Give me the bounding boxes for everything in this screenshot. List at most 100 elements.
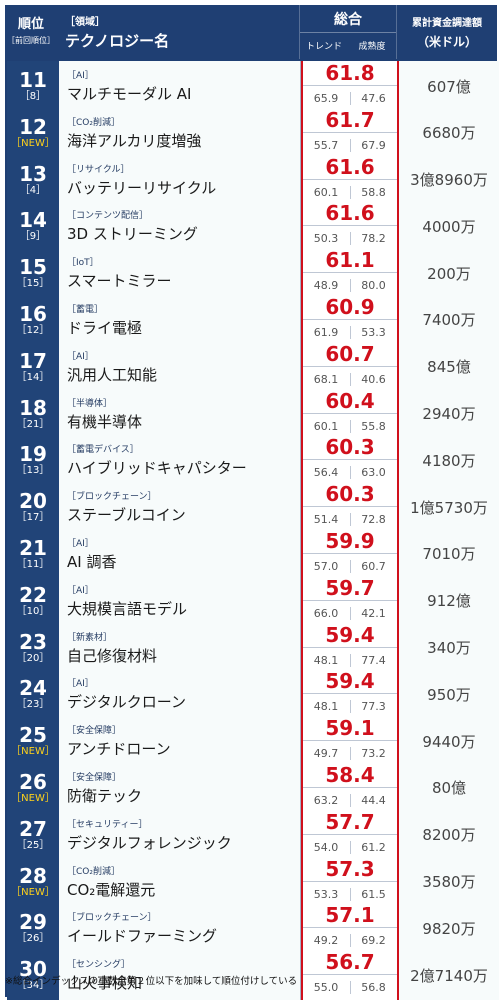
rank-cell: 18 ［21］: [7, 388, 59, 439]
rank-number: 17: [19, 348, 47, 373]
score-cell: 58.4 63.2 44.4: [301, 762, 399, 813]
funding-cell: 4180万: [399, 435, 499, 486]
domain-label: ［AI］: [67, 71, 94, 81]
score-cell: 61.6 60.1 58.8: [301, 154, 399, 205]
sub-scores: 57.0 60.7: [303, 554, 397, 579]
technology-name: 自己修復材料: [67, 646, 158, 665]
sub-scores: 55.0 56.8: [303, 975, 397, 1000]
previous-rank: ［23］: [16, 699, 50, 711]
total-score: 59.4: [303, 669, 397, 695]
technology-name: 海洋アルカリ度増強: [67, 131, 202, 150]
maturity-score: 78.2: [361, 232, 386, 246]
rank-cell: 23 ［20］: [7, 622, 59, 673]
table-row: 24 ［23］ ［AI］ デジタルクローン 59.4 48.1 77.3 950…: [7, 669, 499, 720]
previous-rank: ［34］: [16, 980, 50, 992]
total-score: 59.1: [303, 716, 397, 742]
score-cell: 59.7 66.0 42.1: [301, 575, 399, 626]
trend-score: 68.1: [303, 372, 351, 386]
maturity-score: 80.0: [361, 279, 386, 293]
table-row: 30 ［34］ ［センシング］ 山火事検知 56.7 55.0 56.8 2億7…: [7, 950, 499, 1000]
technology-cell: ［AI］ 汎用人工知能: [59, 341, 301, 392]
funding-cell: 7400万: [399, 294, 499, 345]
rank-cell: 17 ［14］: [7, 341, 59, 392]
funding-cell: 3580万: [399, 856, 499, 907]
score-cell: 60.9 61.9 53.3: [301, 294, 399, 345]
rank-number: 20: [19, 489, 47, 514]
table-row: 22 ［10］ ［AI］ 大規模言語モデル 59.7 66.0 42.1 912…: [7, 575, 499, 626]
rank-number: 27: [19, 816, 47, 841]
technology-name: 有機半導体: [67, 412, 143, 431]
technology-header: ［領域］ テクノロジー名: [57, 5, 299, 59]
trend-score: 55.0: [303, 981, 351, 995]
previous-rank: ［17］: [16, 512, 50, 524]
sub-scores: 61.9 53.3: [303, 320, 397, 345]
total-score: 60.9: [303, 295, 397, 320]
funding-cell: 8200万: [399, 809, 499, 860]
total-score: 60.7: [303, 342, 397, 367]
domain-label: ［安全保障］: [67, 726, 122, 737]
trend-score: 55.7: [303, 138, 351, 152]
score-cell: 57.1 49.2 69.2: [301, 903, 399, 954]
sub-scores: 49.7 73.2: [303, 741, 397, 766]
rank-cell: 26 ［NEW］: [7, 762, 59, 813]
rank-number: 15: [19, 255, 47, 280]
maturity-score: 69.2: [361, 934, 386, 948]
technology-name: アンチドローン: [67, 740, 171, 759]
technology-name: デジタルフォレンジック: [67, 833, 232, 852]
table-row: 11 ［8］ ［AI］ マルチモーダル AI 61.8 65.9 47.6 60…: [7, 61, 499, 111]
rank-number: 13: [19, 161, 47, 186]
score-cell: 59.9 57.0 60.7: [301, 528, 399, 579]
technology-name: CO₂電解還元: [67, 880, 156, 899]
previous-rank: ［26］: [16, 933, 50, 945]
previous-rank: ［9］: [19, 231, 47, 243]
maturity-score: 47.6: [361, 92, 386, 105]
sub-scores: 56.4 63.0: [303, 460, 397, 485]
total-score: 61.7: [303, 108, 397, 133]
score-cell: 61.7 55.7 67.9: [301, 107, 399, 158]
previous-rank: ［NEW］: [11, 746, 55, 758]
technology-name: イールドファーミング: [67, 927, 218, 946]
rank-header-title: 順位: [17, 17, 44, 33]
table-row: 21 ［11］ ［AI］ AI 調香 59.9 57.0 60.7 7010万: [7, 528, 499, 579]
score-cell: 56.7 55.0 56.8: [301, 950, 399, 1000]
total-score: 59.4: [303, 623, 397, 648]
technology-cell: ［CO₂削減］ 海洋アルカリ度増強: [59, 107, 301, 158]
technology-cell: ［ブロックチェーン］ イールドファーミング: [59, 903, 301, 954]
rank-cell: 21 ［11］: [7, 528, 59, 579]
rank-cell: 14 ［9］: [7, 201, 59, 252]
technology-cell: ［ブロックチェーン］ ステーブルコイン: [59, 482, 301, 533]
trend-score: 50.3: [303, 232, 351, 246]
table-row: 26 ［NEW］ ［安全保障］ 防衛テック 58.4 63.2 44.4 80億: [7, 762, 499, 813]
technology-name: ハイブリッドキャパシター: [67, 459, 247, 478]
funding-cell: 845億: [399, 341, 499, 392]
maturity-score: 63.0: [361, 466, 386, 480]
table-body: 11 ［8］ ［AI］ マルチモーダル AI 61.8 65.9 47.6 60…: [5, 61, 499, 1000]
sub-scores: 60.1 55.8: [303, 414, 397, 439]
previous-rank: ［4］: [19, 184, 47, 196]
previous-rank: ［NEW］: [11, 792, 55, 804]
trend-score: 48.1: [303, 700, 351, 714]
previous-rank: ［15］: [16, 278, 50, 290]
funding-cell: 4000万: [399, 201, 499, 252]
sub-scores: 49.2 69.2: [303, 928, 397, 953]
table-row: 20 ［17］ ［ブロックチェーン］ ステーブルコイン 60.3 51.4 72…: [7, 482, 499, 533]
rank-number: 21: [19, 535, 47, 560]
funding-cell: 2940万: [399, 388, 499, 439]
technology-cell: ［センシング］ 山火事検知: [59, 950, 301, 1000]
previous-rank: ［NEW］: [11, 886, 55, 898]
rank-cell: 13 ［4］: [7, 154, 59, 205]
rank-number: 22: [19, 582, 47, 607]
money-header-unit: （米ドル）: [416, 35, 477, 49]
technology-name: スマートミラー: [67, 272, 172, 291]
maturity-score: 61.2: [361, 840, 386, 854]
rank-number: 18: [19, 395, 47, 420]
total-score: 60.3: [303, 482, 397, 508]
domain-label: ［センシング］: [67, 960, 131, 971]
domain-label: ［ブロックチェーン］: [67, 913, 157, 924]
funding-cell: 6680万: [399, 107, 499, 158]
score-header: 総合 トレンド 成熟度: [299, 5, 397, 59]
maturity-score: 53.3: [361, 325, 386, 339]
domain-label: ［AI］: [67, 585, 94, 596]
domain-label: ［蓄電デバイス］: [67, 445, 139, 456]
technology-cell: ［蓄電］ ドライ電極: [59, 294, 301, 345]
